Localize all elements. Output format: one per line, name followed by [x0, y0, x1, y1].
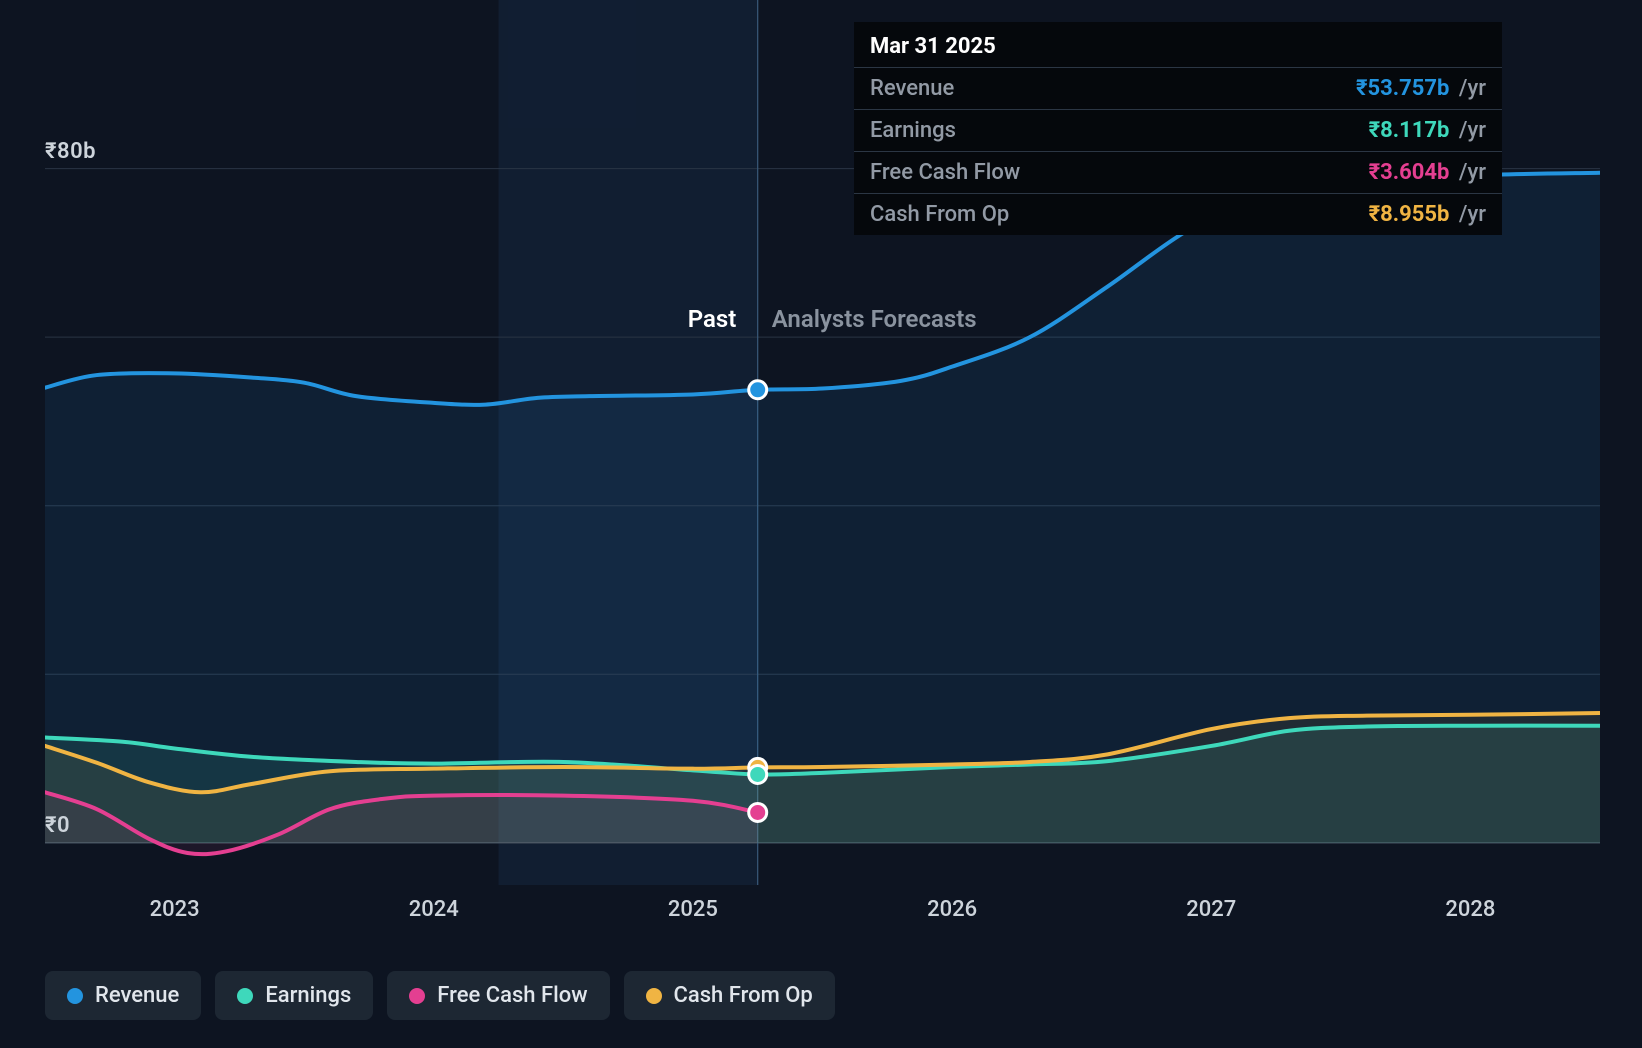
legend-label: Earnings — [265, 983, 351, 1008]
legend-item[interactable]: Free Cash Flow — [387, 971, 609, 1020]
y-tick-label: ₹80b — [45, 139, 96, 164]
legend-item[interactable]: Revenue — [45, 971, 201, 1020]
tooltip-row-label: Revenue — [870, 76, 954, 101]
legend-label: Cash From Op — [674, 983, 813, 1008]
legend-item[interactable]: Cash From Op — [624, 971, 835, 1020]
y-tick-label: ₹0 — [45, 813, 70, 838]
x-tick-label: 2025 — [668, 897, 718, 922]
tooltip-date: Mar 31 2025 — [854, 22, 1502, 68]
x-tick-label: 2026 — [927, 897, 977, 922]
tooltip-row-unit: /yr — [1453, 202, 1486, 227]
legend-swatch — [67, 988, 83, 1004]
x-tick-label: 2024 — [409, 897, 459, 922]
section-label-forecast: Analysts Forecasts — [772, 305, 977, 333]
section-label-past: Past — [688, 305, 737, 333]
tooltip-row-unit: /yr — [1453, 76, 1486, 101]
legend-label: Free Cash Flow — [437, 983, 587, 1008]
tooltip-row: Revenue ₹53.757b /yr — [854, 68, 1502, 110]
tooltip-marker-revenue — [749, 381, 767, 399]
tooltip-marker-earnings — [749, 765, 767, 783]
financial-chart: ₹0 ₹80b Past Analysts Forecasts 2023 2024… — [0, 0, 1642, 1048]
tooltip-row-label: Earnings — [870, 118, 956, 143]
legend-swatch — [409, 988, 425, 1004]
tooltip-row-value: ₹3.604b — [1369, 160, 1450, 185]
legend-swatch — [237, 988, 253, 1004]
tooltip-row-value: ₹53.757b — [1356, 76, 1449, 101]
tooltip: Mar 31 2025 Revenue ₹53.757b /yr Earnings ₹… — [854, 22, 1502, 235]
legend-label: Revenue — [95, 983, 179, 1008]
legend-swatch — [646, 988, 662, 1004]
tooltip-marker-fcf — [749, 803, 767, 821]
tooltip-row-value: ₹8.955b — [1369, 202, 1450, 227]
legend: Revenue Earnings Free Cash Flow Cash From O… — [45, 971, 835, 1020]
tooltip-row-value: ₹8.117b — [1369, 118, 1450, 143]
tooltip-row-label: Free Cash Flow — [870, 160, 1020, 185]
tooltip-row-unit: /yr — [1453, 118, 1486, 143]
x-tick-label: 2027 — [1186, 897, 1236, 922]
tooltip-row: Free Cash Flow ₹3.604b /yr — [854, 152, 1502, 194]
x-tick-label: 2023 — [150, 897, 200, 922]
tooltip-row-label: Cash From Op — [870, 202, 1009, 227]
tooltip-row-unit: /yr — [1453, 160, 1486, 185]
x-tick-label: 2028 — [1445, 897, 1495, 922]
tooltip-row: Earnings ₹8.117b /yr — [854, 110, 1502, 152]
legend-item[interactable]: Earnings — [215, 971, 373, 1020]
tooltip-row: Cash From Op ₹8.955b /yr — [854, 194, 1502, 235]
